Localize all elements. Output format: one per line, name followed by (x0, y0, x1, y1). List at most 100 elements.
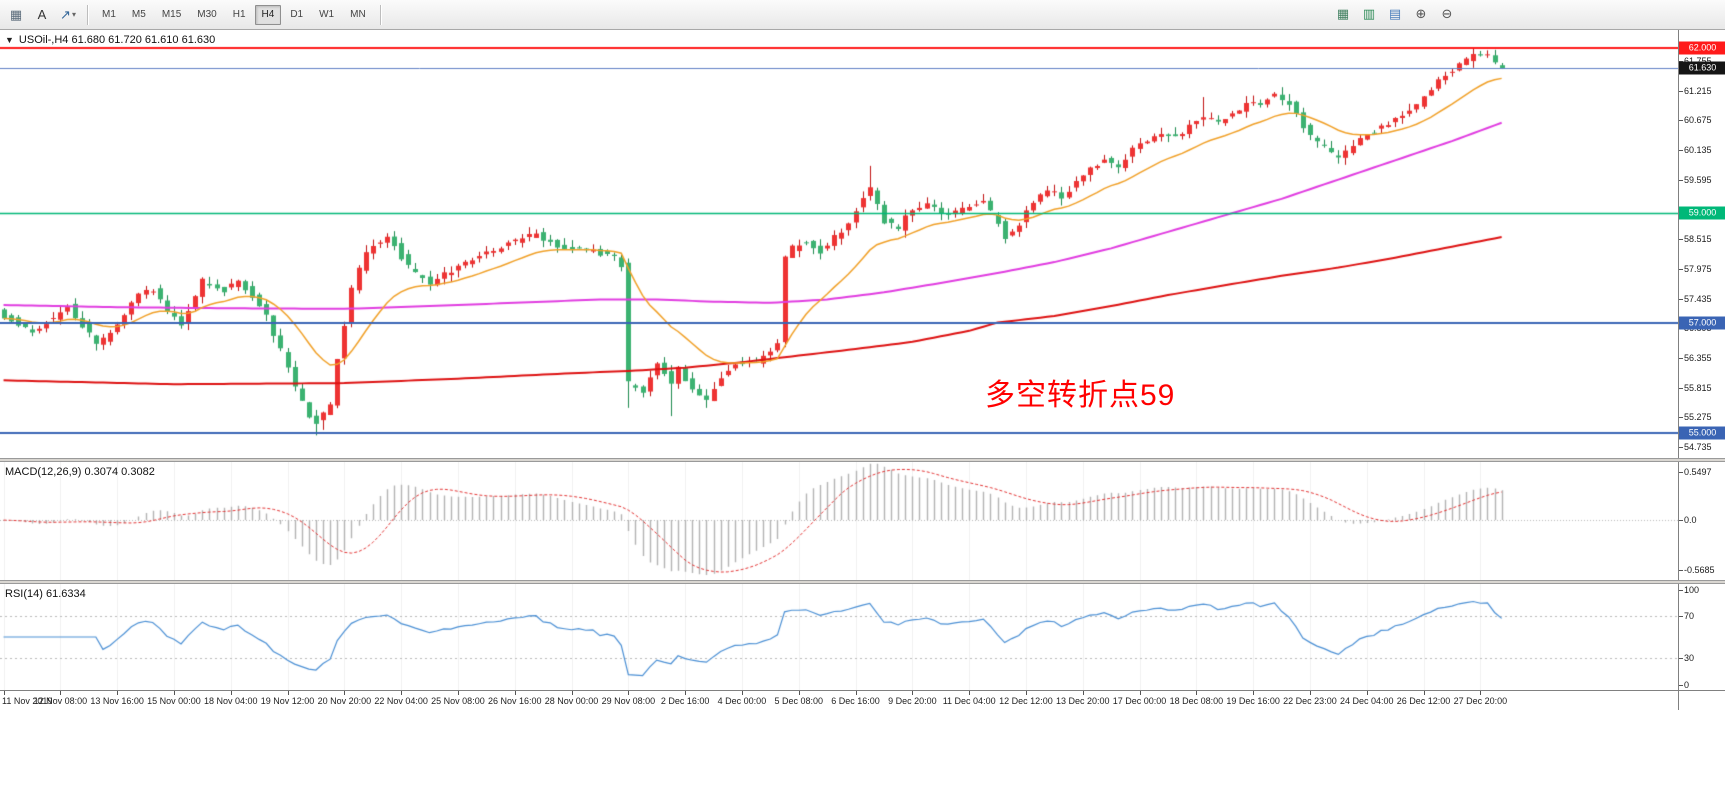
time-axis[interactable]: 11 Nov 2019 12 Nov 08:00 13 Nov 16:00 15 No… (0, 690, 1678, 710)
scale-tick (1679, 616, 1683, 617)
main-price-scale[interactable]: 61.755 61.215 60.675 60.135 59.595 58.515 57.9… (1678, 30, 1725, 458)
scale-tick (1679, 590, 1683, 591)
scale-tick-label: -0.5685 (1684, 565, 1715, 576)
time-axis-label: 15 Nov 00:00 (147, 696, 201, 706)
rsi-canvas[interactable] (0, 584, 1678, 690)
scale-tick-label: 100 (1684, 585, 1700, 595)
price-badge: 57.000 (1679, 316, 1725, 330)
timeframe-button-w1[interactable]: W1 (319, 9, 335, 20)
scale-corner (1678, 690, 1725, 710)
time-tick (1253, 691, 1254, 695)
time-axis-label: 12 Nov 08:00 (33, 696, 88, 706)
time-tick (856, 691, 857, 695)
one-click-trading-icon[interactable]: ▼ (5, 35, 14, 45)
zoom-out-icon[interactable]: ⊖ (1435, 3, 1459, 25)
macd-canvas[interactable] (0, 462, 1678, 580)
scale-tick-label: 56.355 (1684, 353, 1712, 364)
time-axis-label: 17 Dec 00:00 (1112, 696, 1167, 706)
toolbar-left-icons: ▦ A ↗ ▾ (3, 0, 81, 29)
time-axis-label: 6 Dec 16:00 (831, 696, 880, 706)
scale-tick (1679, 239, 1683, 240)
main-chart-canvas[interactable] (0, 30, 1678, 458)
timeframe-button-mn[interactable]: MN (350, 9, 366, 20)
scale-tick (1679, 570, 1683, 571)
scale-tick (1679, 388, 1683, 389)
time-axis-label: 22 Nov 04:00 (374, 696, 428, 706)
panel-separator[interactable] (0, 458, 1725, 462)
price-badge: 55.000 (1679, 426, 1725, 440)
rsi-panel[interactable]: RSI(14) 61.6334 (0, 584, 1678, 690)
scale-tick-label: 61.755 (1684, 56, 1712, 66)
chart-window: ▼ USOil-,H4 61.680 61.720 61.610 61.630 … (0, 30, 1725, 792)
time-axis-label: 11 Dec 04:00 (942, 696, 996, 706)
macd-label: MACD(12,26,9) 0.3074 0.3082 (5, 466, 155, 478)
chart-symbol-ohlc-label: ▼ USOil-,H4 61.680 61.720 61.610 61.630 (5, 34, 215, 46)
scale-tick-label: 60.135 (1684, 145, 1712, 156)
timeframe-button-m15[interactable]: M15 (161, 9, 182, 20)
time-tick (1196, 691, 1197, 695)
time-axis-label: 26 Nov 16:00 (487, 696, 542, 706)
text-label-icon[interactable]: A (30, 4, 54, 26)
zoom-in-icon[interactable]: ⊕ (1409, 3, 1433, 25)
time-tick (231, 691, 232, 695)
time-tick (1424, 691, 1425, 695)
scale-tick (1679, 447, 1683, 448)
grid-icon: ▦ (9, 6, 23, 22)
scale-tick-label: 30 (1684, 653, 1695, 664)
chart-line-icon[interactable]: ▤ (1383, 3, 1407, 25)
scale-tick-label: 55.815 (1684, 382, 1712, 393)
chart-candles-icon[interactable]: ▥ (1357, 3, 1381, 25)
zoom-in-icon: ⊕ (1415, 6, 1427, 21)
scale-tick (1679, 358, 1683, 359)
price-badge: 59.000 (1679, 206, 1725, 220)
text-label-icon: A (37, 7, 47, 22)
time-axis-label: 28 Nov 00:00 (544, 696, 599, 706)
time-axis-label: 20 Nov 20:00 (317, 696, 372, 706)
time-axis-label: 2 Dec 16:00 (660, 696, 710, 706)
scale-tick (1679, 180, 1683, 181)
time-axis-label: 4 Dec 00:00 (717, 696, 767, 706)
time-tick (117, 691, 118, 695)
window-tile-icon[interactable]: ▦ (1331, 3, 1355, 25)
timeframe-button-m5[interactable]: M5 (131, 9, 146, 20)
time-axis-label: 27 Dec 20:00 (1453, 696, 1508, 706)
scale-tick (1679, 299, 1683, 300)
chart-candles-icon: ▥ (1362, 6, 1376, 21)
time-tick (1083, 691, 1084, 695)
timeframe-button-d1[interactable]: D1 (290, 9, 304, 20)
grid-icon[interactable]: ▦ (4, 4, 28, 26)
scale-tick-label: 54.735 (1684, 442, 1712, 453)
scale-tick-label: 55.275 (1684, 412, 1712, 423)
time-tick (628, 691, 629, 695)
time-axis-label: 18 Nov 04:00 (203, 696, 258, 706)
time-tick (288, 691, 289, 695)
timeframe-button-m30[interactable]: M30 (197, 9, 217, 20)
zoom-out-icon: ⊖ (1441, 6, 1453, 21)
toolbar: ▦ A ↗ ▾ M1 M5 M15 M30 H1 H4 D1 W1 MN ▦ ▥ ▤ ⊕ ⊖ (0, 0, 1725, 30)
time-tick (515, 691, 516, 695)
timeframe-button-h1[interactable]: H1 (232, 9, 246, 20)
scale-tick-label: 57.435 (1684, 293, 1712, 304)
panel-separator[interactable] (0, 580, 1725, 584)
window-tile-icon: ▦ (1336, 6, 1350, 21)
time-axis-label: 24 Dec 04:00 (1339, 696, 1394, 706)
time-tick (60, 691, 61, 695)
time-tick (1480, 691, 1481, 695)
scale-tick (1679, 269, 1683, 270)
symbol-title: USOil-,H4 61.680 61.720 61.610 61.630 (18, 34, 216, 46)
macd-scale[interactable]: 0.5497 0.0 -0.5685 (1678, 462, 1725, 580)
price-badge: 62.000 (1679, 41, 1725, 55)
time-tick (799, 691, 800, 695)
chart-line-icon: ▤ (1388, 6, 1402, 21)
price-badge: 61.630 (1679, 61, 1725, 75)
macd-panel[interactable]: MACD(12,26,9) 0.3074 0.3082 (0, 462, 1678, 580)
line-tools-icon[interactable]: ↗ ▾ (56, 4, 80, 26)
dropdown-arrow-icon: ▾ (71, 10, 76, 19)
rsi-scale[interactable]: 100 70 30 0 (1678, 584, 1725, 690)
time-axis-label: 11 Nov 2019 (2, 696, 53, 706)
timeframe-button-h4[interactable]: H4 (254, 4, 282, 25)
scale-tick-label: 59.595 (1684, 174, 1712, 185)
chart-text-annotation[interactable]: 多空转折点59 (985, 379, 1176, 412)
main-chart-panel[interactable]: ▼ USOil-,H4 61.680 61.720 61.610 61.630 … (0, 30, 1678, 458)
timeframe-button-m1[interactable]: M1 (102, 9, 116, 20)
